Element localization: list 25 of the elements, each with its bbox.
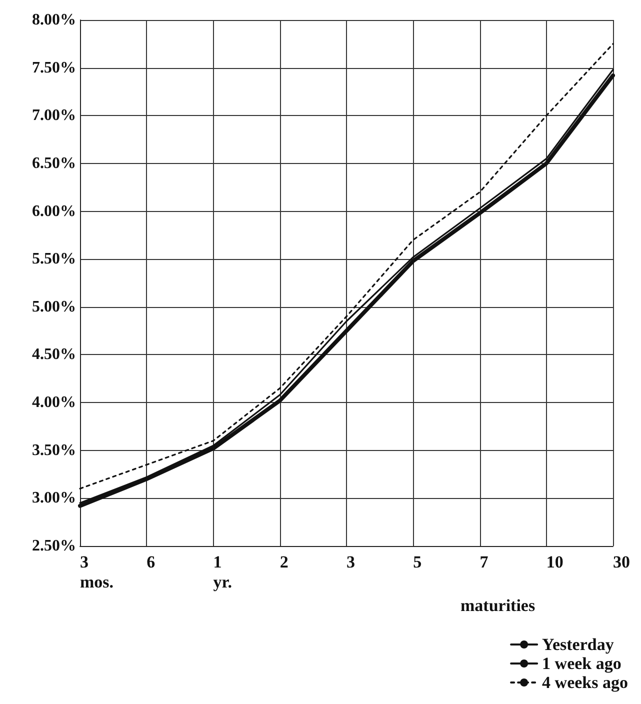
y-tick-label: 6.00%: [32, 202, 76, 220]
x-tick-label: 1 yr.: [213, 552, 232, 592]
x-axis-title: maturities: [460, 596, 536, 615]
y-tick-label: 5.50%: [32, 250, 76, 268]
y-tick-label: 3.50%: [32, 442, 76, 459]
x-tick-label: 30: [613, 552, 630, 572]
y-tick-label: 2.50%: [32, 538, 76, 554]
y-tick-label: 7.00%: [32, 107, 76, 124]
x-tick-label: 3: [346, 552, 355, 572]
y-tick-label: 5.00%: [32, 298, 76, 316]
y-tick-label: 8.00%: [32, 12, 76, 28]
x-tick-label: 10: [546, 552, 564, 572]
x-tick-label: 7: [480, 552, 489, 572]
legend-label: 1 week ago: [542, 654, 622, 673]
y-tick-label: 4.50%: [32, 346, 76, 364]
legend-label: Yesterday: [542, 635, 614, 654]
y-tick-label: 7.50%: [32, 59, 76, 76]
legend-label: 4 weeks ago: [542, 673, 628, 692]
x-tick-label: 6: [146, 552, 156, 572]
y-tick-label: 4.00%: [32, 394, 76, 412]
y-tick-label: 6.50%: [32, 154, 76, 172]
x-tick-label: 5: [413, 552, 422, 572]
y-tick-label: 3.00%: [32, 490, 76, 507]
x-tick-label: 2: [280, 552, 288, 572]
x-tick-label: 3 mos.: [80, 552, 114, 592]
